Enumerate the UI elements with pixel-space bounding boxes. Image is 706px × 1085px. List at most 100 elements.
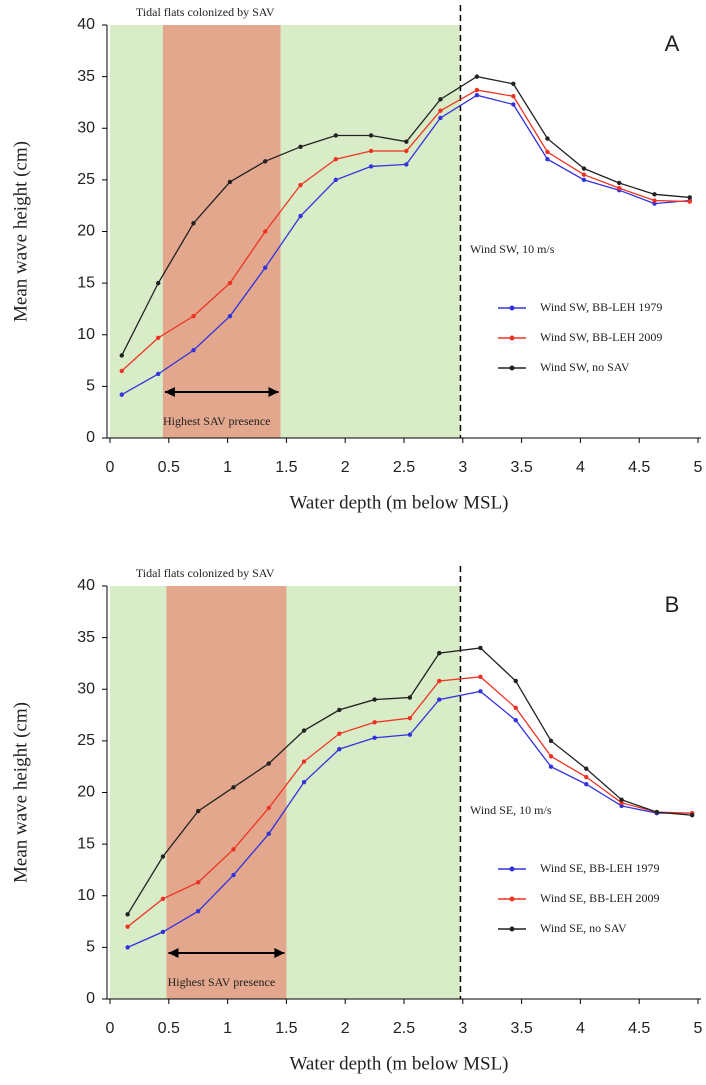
data-point [617,185,622,191]
x-axis-title: Water depth (m below MSL) [289,1053,508,1074]
data-point [191,348,196,353]
x-tick-label: 0.5 [158,1020,180,1037]
data-point [474,74,480,79]
legend-marker [509,305,515,311]
region-label: Highest SAV presence [163,414,271,428]
data-point [581,166,587,171]
y-tick-label: 5 [86,378,95,395]
data-point [191,313,196,319]
y-tick-label: 30 [77,119,95,136]
panel-label: B [665,592,680,617]
y-axis-title: Mean wave height (cm) [10,702,31,883]
data-point [266,831,271,836]
x-tick-label: 3 [458,459,467,476]
x-tick-label: 1 [223,459,232,476]
data-point [372,697,377,702]
y-tick-label: 5 [86,939,95,956]
data-point [407,715,413,721]
y-tick-label: 35 [77,68,95,85]
data-point [545,149,550,155]
data-point [687,199,692,204]
y-tick-label: 15 [77,835,95,852]
data-point [438,108,443,113]
data-point [545,157,550,162]
x-tick-label: 2 [341,459,350,476]
legend-label: Wind SW, no SAV [540,360,630,374]
data-point [652,198,657,203]
data-point [266,805,271,811]
x-axis-title: Water depth (m below MSL) [289,492,508,513]
legend-marker [509,365,515,371]
data-point [687,195,692,200]
data-point [545,136,550,141]
data-point [619,800,624,806]
legend-marker [509,335,515,341]
data-point [263,229,268,234]
data-point [584,766,589,771]
data-point [548,764,554,769]
legend-label: Wind SE, BB-LEH 2009 [540,891,660,905]
data-point [619,803,624,809]
data-point [438,97,443,102]
region-label: Tidal flats colonized by SAV [136,566,275,580]
data-point [581,177,587,183]
data-point [160,854,166,859]
data-point [333,177,338,183]
data-point [160,896,166,902]
data-point [337,746,342,752]
data-point [513,718,518,723]
data-point [196,880,201,885]
data-point [513,678,518,684]
data-point [584,774,589,780]
data-point [404,139,409,144]
data-point [368,133,374,138]
y-tick-label: 20 [77,784,95,801]
data-point [119,392,124,397]
data-point [478,674,483,680]
legend-marker [509,926,515,932]
data-point [263,159,268,164]
data-point [191,221,196,226]
data-point [513,705,518,711]
x-tick-label: 0 [106,459,115,476]
data-point [407,732,413,737]
annotation: Wind SE, 10 m/s [470,803,552,817]
data-point [156,371,161,377]
data-point [511,102,516,107]
data-point [333,133,338,138]
shaded-region [110,25,461,438]
legend-label: Wind SW, BB-LEH 1979 [540,300,662,314]
y-tick-label: 15 [77,274,95,291]
x-tick-label: 3.5 [510,459,532,476]
data-point [368,164,374,169]
data-point [437,678,442,684]
data-point [333,157,338,162]
y-tick-label: 30 [77,680,95,697]
y-tick-label: 25 [77,171,95,188]
data-point [654,809,660,815]
x-tick-label: 4 [576,459,585,476]
data-point [372,720,377,725]
shaded-region [162,25,281,438]
data-point [227,179,233,185]
y-tick-label: 40 [77,577,95,594]
data-point [511,94,516,99]
data-point [407,695,413,700]
x-tick-label: 3.5 [510,1020,532,1037]
data-point [548,738,554,744]
data-point [437,697,442,702]
data-point [119,353,124,358]
x-tick-label: 5 [694,1020,703,1037]
x-tick-label: 0 [106,1020,115,1037]
data-point [125,924,130,929]
x-tick-label: 2 [341,1020,350,1037]
data-point [584,782,589,787]
data-point [125,945,130,950]
data-point [125,912,130,917]
data-point [301,779,307,785]
data-point [298,213,303,219]
x-tick-label: 4.5 [628,1020,650,1037]
data-point [301,759,307,764]
